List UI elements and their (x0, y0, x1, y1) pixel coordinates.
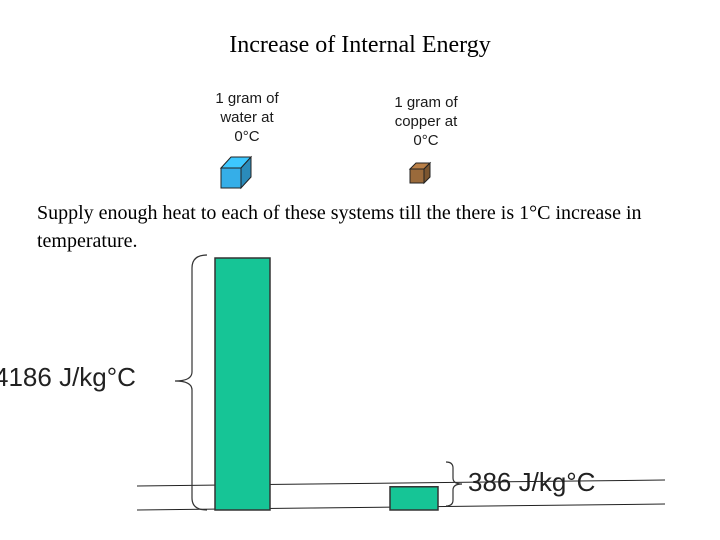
water-label-line-1: 1 gram of (215, 90, 279, 107)
copper-brace (445, 461, 463, 507)
copper-label-line-2: copper at (394, 113, 458, 130)
instruction-text: Supply enough heat to each of these syst… (37, 202, 642, 252)
copper-energy-bar (389, 486, 439, 511)
water-specific-heat-label: 4186 J/kg°C (0, 362, 136, 392)
copper-label: 1 gram of copper at 0°C (380, 93, 472, 150)
water-label-line-3: 0°C (234, 128, 260, 145)
water-brace (174, 254, 208, 511)
water-energy-bar (214, 257, 271, 511)
slide-title: Increase of Internal Energy (229, 32, 491, 58)
copper-cube-icon (408, 161, 432, 185)
copper-label-line-1: 1 gram of (394, 94, 458, 111)
water-label: 1 gram of water at 0°C (203, 89, 291, 146)
copper-specific-heat-label: 386 J/kg°C (468, 467, 596, 497)
water-cube-icon (219, 155, 253, 190)
water-label-line-2: water at (220, 109, 274, 126)
copper-label-line-3: 0°C (413, 132, 439, 149)
